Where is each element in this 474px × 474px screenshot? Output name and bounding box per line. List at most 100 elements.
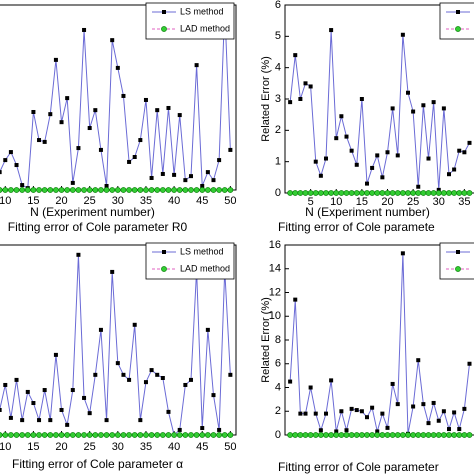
x-tick-label: 40 [168, 441, 180, 453]
lad-marker [399, 190, 406, 196]
ls-marker [31, 109, 36, 114]
ls-marker [104, 183, 109, 188]
ls-marker [65, 96, 70, 101]
ls-marker [93, 372, 98, 377]
ls-marker [365, 415, 369, 420]
ls-marker [53, 57, 58, 62]
lad-marker [204, 187, 211, 193]
lad-marker [379, 190, 386, 196]
lad-marker [292, 432, 299, 438]
ls-marker [380, 175, 385, 180]
ls-marker [370, 405, 375, 410]
plot-area [0, 6, 234, 193]
lad-marker [182, 187, 189, 193]
lad-marker [451, 190, 458, 196]
lad-marker [297, 190, 304, 196]
ls-marker [395, 402, 400, 407]
ls-marker [452, 410, 457, 415]
ls-marker [293, 297, 298, 302]
x-tick-label: 10 [330, 196, 342, 208]
ls-marker [339, 114, 344, 119]
ls-marker [37, 138, 42, 143]
ls-marker [298, 411, 303, 416]
lad-marker [114, 187, 121, 193]
lad-marker [348, 432, 355, 438]
lad-marker [328, 432, 335, 438]
ls-marker [87, 126, 92, 131]
ls-marker [359, 409, 364, 414]
ls-marker [70, 180, 75, 185]
ls-marker [318, 428, 323, 433]
legend-box [439, 242, 474, 280]
y-tick-label: 14 [269, 263, 281, 275]
lad-marker [343, 432, 350, 438]
ls-marker [205, 170, 210, 175]
ls-marker [82, 27, 87, 32]
x-tick-label: 25 [84, 195, 96, 207]
ls-marker [177, 113, 182, 118]
lad-marker [137, 432, 144, 438]
ls-marker [110, 269, 115, 274]
ls-marker [421, 103, 426, 108]
ls-marker [395, 153, 400, 158]
ls-marker [288, 379, 293, 384]
x-tick-label: 35 [458, 196, 470, 208]
ls-marker [3, 158, 8, 163]
lad-marker [466, 432, 473, 438]
ls-marker [365, 181, 369, 186]
lad-marker [302, 432, 309, 438]
x-tick-label: 10 [0, 195, 11, 207]
y-tick-label: 10 [269, 310, 281, 322]
caption: Fitting error of Cole parameter [278, 460, 439, 474]
ls-marker [288, 100, 293, 105]
lad-marker [358, 190, 365, 196]
lad-marker [109, 187, 116, 193]
ls-marker [166, 105, 171, 110]
y-tick-label: 5 [275, 30, 281, 42]
ls-marker [329, 378, 334, 383]
lad-marker [137, 187, 144, 193]
ls-marker [42, 388, 47, 393]
lad-marker [143, 187, 149, 193]
lad-marker [227, 187, 234, 193]
lad-marker [75, 432, 82, 438]
y-tick-label: 0 [275, 429, 281, 441]
lad-marker [81, 432, 87, 438]
lad-marker [86, 187, 93, 193]
lad-marker [379, 432, 386, 438]
lad-marker [47, 432, 54, 438]
ls-marker [104, 418, 109, 423]
ls-marker [313, 411, 318, 416]
ls-marker [416, 358, 421, 363]
lad-marker [86, 432, 93, 438]
ls-marker [53, 352, 58, 357]
lad-marker [188, 432, 194, 438]
ls-marker [400, 32, 405, 37]
lad-marker [338, 432, 345, 438]
lad-marker [405, 432, 411, 438]
lad-marker [41, 432, 48, 438]
lad-marker [440, 190, 447, 196]
x-tick-label: 30 [433, 196, 445, 208]
legend-marker [162, 250, 166, 254]
x-tick-label: 40 [168, 195, 180, 207]
y-tick-label: 16 [269, 239, 281, 251]
lad-marker [415, 190, 422, 196]
y-tick-label: 1 [275, 156, 281, 168]
lad-marker [120, 432, 127, 438]
ls-marker [121, 372, 126, 377]
lad-marker [75, 187, 82, 193]
ls-marker [132, 155, 137, 160]
legend-label: LS method [180, 6, 224, 16]
lad-marker [210, 432, 217, 438]
ls-marker [93, 108, 98, 113]
lad-marker [446, 432, 452, 438]
lad-marker [148, 187, 155, 193]
lad-marker [69, 187, 76, 193]
lad-marker [430, 190, 437, 196]
caption: Fitting error of Cole paramete [278, 220, 435, 234]
lad-marker [399, 432, 406, 438]
lad-marker [425, 190, 432, 196]
lad-marker [199, 432, 206, 438]
ls-marker [188, 174, 193, 179]
